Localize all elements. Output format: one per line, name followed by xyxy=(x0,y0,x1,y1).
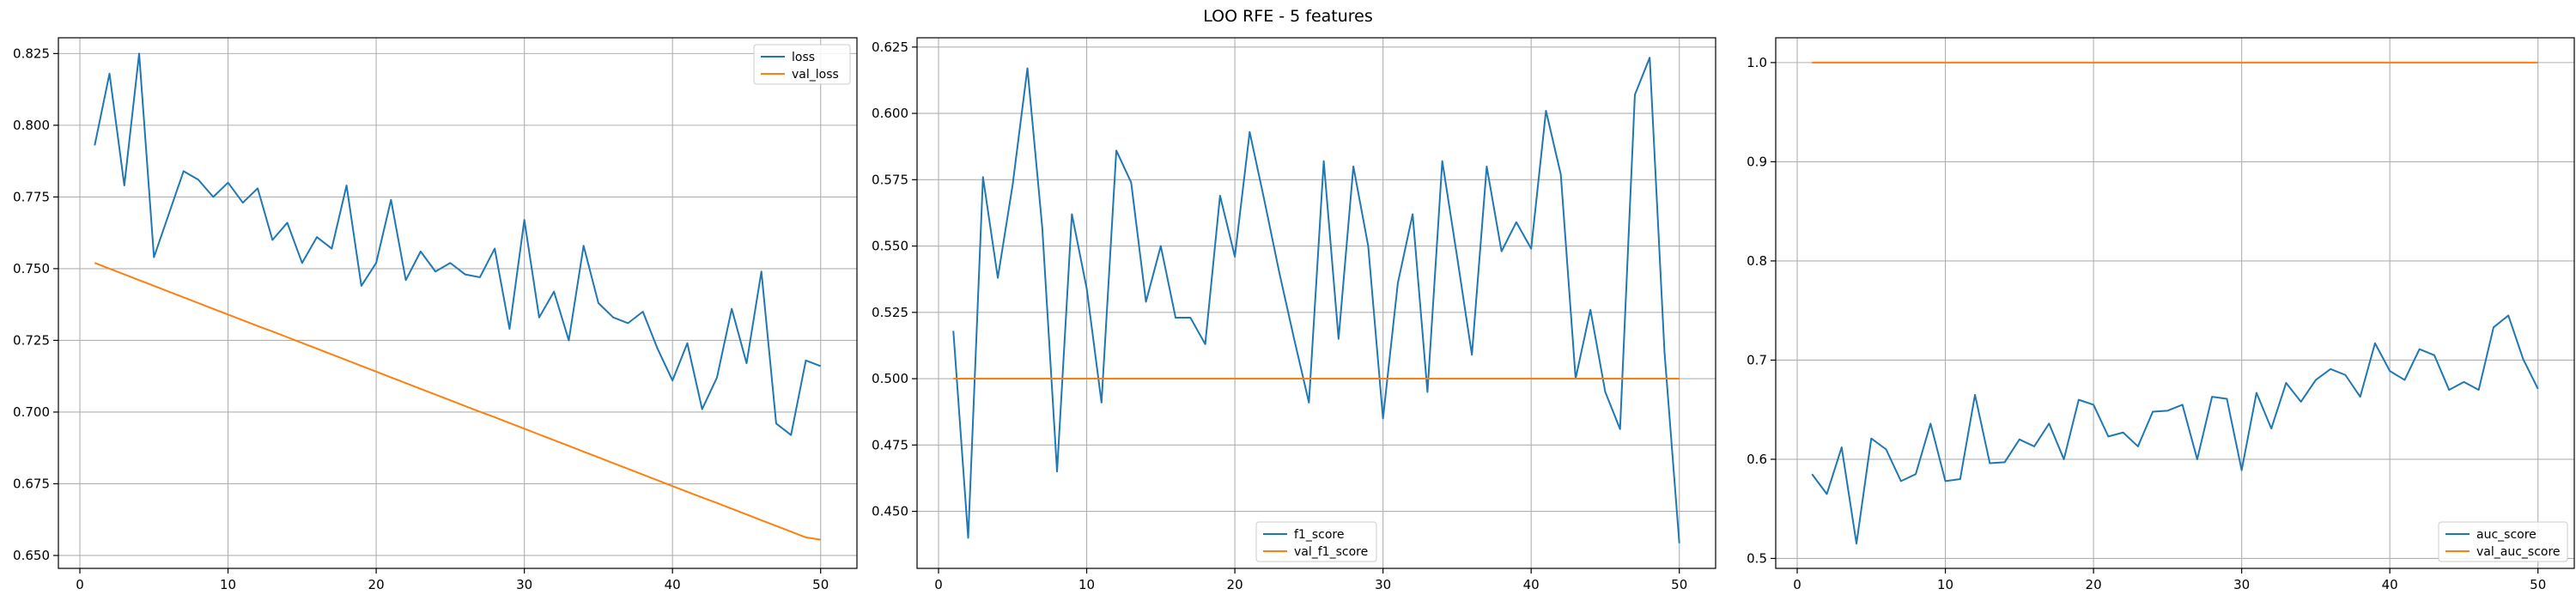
y-tick-label: 0.6 xyxy=(1747,452,1767,467)
x-tick-label: 30 xyxy=(516,577,532,592)
legend: f1_score val_f1_score xyxy=(1255,521,1377,562)
legend-label: auc_score xyxy=(2476,528,2537,542)
legend-label: val_loss xyxy=(792,68,839,82)
x-tick-label: 30 xyxy=(2233,577,2250,592)
y-tick-label: 0.525 xyxy=(872,305,908,320)
y-tick-label: 0.7 xyxy=(1747,352,1767,367)
y-tick-label: 0.600 xyxy=(872,106,908,121)
x-tick-label: 50 xyxy=(2530,577,2546,592)
subplot-loss: 0 10 20 30 40 50 0.650 0.675 0.700 0.725 0.750 0.77… xyxy=(13,37,858,592)
x-tick-label: 0 xyxy=(934,577,943,592)
y-tick-label: 0.750 xyxy=(13,261,50,276)
x-tick-label: 20 xyxy=(1227,577,1243,592)
legend: loss val_loss xyxy=(753,44,851,85)
y-tick-label: 0.9 xyxy=(1747,154,1767,169)
y-tick-label: 0.575 xyxy=(872,172,908,187)
y-tick-label: 0.625 xyxy=(872,39,908,55)
legend-box xyxy=(2438,521,2568,562)
y-tick-label: 0.825 xyxy=(13,46,50,61)
x-tick-label: 10 xyxy=(1078,577,1095,592)
x-tick-label: 50 xyxy=(812,577,829,592)
y-tick-label: 0.8 xyxy=(1747,253,1767,269)
x-tick-label: 20 xyxy=(368,577,385,592)
x-tick-label: 10 xyxy=(1937,577,1953,592)
axes-frame xyxy=(58,37,858,569)
legend-label: loss xyxy=(792,51,815,64)
x-tick-label: 10 xyxy=(220,577,236,592)
x-tick-label: 50 xyxy=(1671,577,1687,592)
y-tick-label: 0.775 xyxy=(13,189,50,204)
x-tick-label: 40 xyxy=(2382,577,2398,592)
y-tick-label: 0.700 xyxy=(13,404,50,420)
axes-frame xyxy=(916,37,1716,569)
x-tick-label: 0 xyxy=(1793,577,1801,592)
x-tick-label: 20 xyxy=(2086,577,2102,592)
series-line-f1-score xyxy=(952,57,1680,543)
subplot-f1-score: 0 10 20 30 40 50 0.450 0.475 0.500 0.525 0.550 0.57… xyxy=(872,37,1716,592)
y-tick-label: 0.500 xyxy=(872,371,908,386)
figure-title: LOO RFE - 5 features xyxy=(1203,7,1373,26)
x-tick-label: 30 xyxy=(1375,577,1391,592)
axes-frame xyxy=(1775,37,2575,569)
x-tick-label: 0 xyxy=(76,577,84,592)
y-tick-label: 0.675 xyxy=(13,476,50,491)
y-tick-label: 0.5 xyxy=(1747,550,1767,566)
series-line-loss xyxy=(94,52,822,436)
x-tick-label: 40 xyxy=(665,577,681,592)
y-tick-label: 1.0 xyxy=(1747,55,1767,70)
legend-label: f1_score xyxy=(1294,528,1344,542)
legend: auc_score val_auc_score xyxy=(2438,521,2568,562)
series-line-auc-score xyxy=(1811,314,2539,545)
y-tick-label: 0.550 xyxy=(872,239,908,254)
x-tick-label: 40 xyxy=(1523,577,1540,592)
legend-label: val_auc_score xyxy=(2476,545,2561,559)
legend-label: val_f1_score xyxy=(1294,545,1368,559)
series-line-val-loss xyxy=(94,262,821,541)
y-tick-label: 0.475 xyxy=(872,437,908,452)
y-tick-label: 0.450 xyxy=(872,504,908,519)
y-tick-label: 0.800 xyxy=(13,118,50,133)
subplot-auc-score: 0 10 20 30 40 50 0.5 0.6 0.7 0.8 0.9 1.0 auc_scoreva… xyxy=(1747,37,2575,592)
y-tick-label: 0.650 xyxy=(13,548,50,563)
y-tick-label: 0.725 xyxy=(13,332,50,348)
